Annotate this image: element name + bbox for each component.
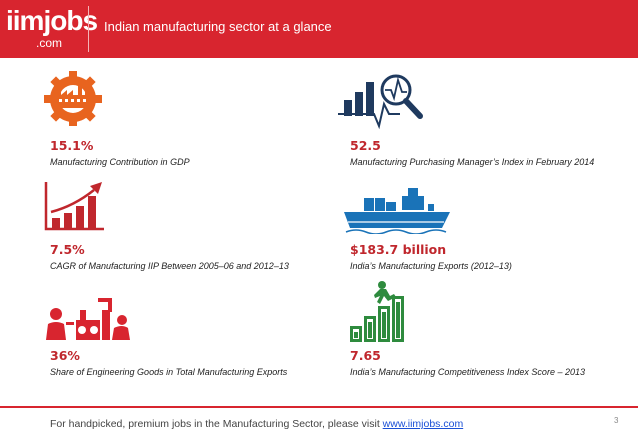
stat-value-competitiveness: 7.65 xyxy=(350,348,381,363)
header-divider xyxy=(88,6,89,52)
engineering-workers-icon xyxy=(46,298,130,340)
factory-gear-icon xyxy=(44,71,102,126)
logo[interactable]: iimjobs .com xyxy=(6,6,98,52)
footer-link[interactable]: www.iimjobs.com xyxy=(382,418,464,430)
page-number: 3 xyxy=(614,416,619,425)
stat-label-cagr: CAGR of Manufacturing IIP Between 2005–0… xyxy=(50,261,289,271)
growth-bars-icon xyxy=(44,182,104,231)
footer-divider xyxy=(0,406,638,408)
stat-value-engineering: 36% xyxy=(50,348,80,363)
stat-value-cagr: 7.5% xyxy=(50,242,85,257)
stat-value-gdp: 15.1% xyxy=(50,138,94,153)
logo-sub: .com xyxy=(36,36,63,50)
footer-message: For handpicked, premium jobs in the Manu… xyxy=(50,418,383,430)
stat-label-competitiveness: India’s Manufacturing Competitiveness In… xyxy=(350,367,585,377)
logo-main: iimjobs xyxy=(6,5,98,36)
stat-label-exports: India’s Manufacturing Exports (2012–13) xyxy=(350,261,512,271)
cargo-ship-icon xyxy=(344,188,450,234)
magnifier-chart-icon xyxy=(338,74,423,130)
stat-label-pmi: Manufacturing Purchasing Manager’s Index… xyxy=(350,157,595,167)
stat-label-engineering: Share of Engineering Goods in Total Manu… xyxy=(50,367,288,377)
climbing-stairs-icon xyxy=(350,281,404,342)
stat-value-exports: $183.7 billion xyxy=(350,242,447,257)
header-bar: iimjobs .com Indian manufacturing sector… xyxy=(0,0,638,58)
footer-text: For handpicked, premium jobs in the Manu… xyxy=(50,418,463,430)
page-title: Indian manufacturing sector at a glance xyxy=(104,19,332,34)
stat-value-pmi: 52.5 xyxy=(350,138,381,153)
stat-label-gdp: Manufacturing Contribution in GDP xyxy=(50,157,190,167)
